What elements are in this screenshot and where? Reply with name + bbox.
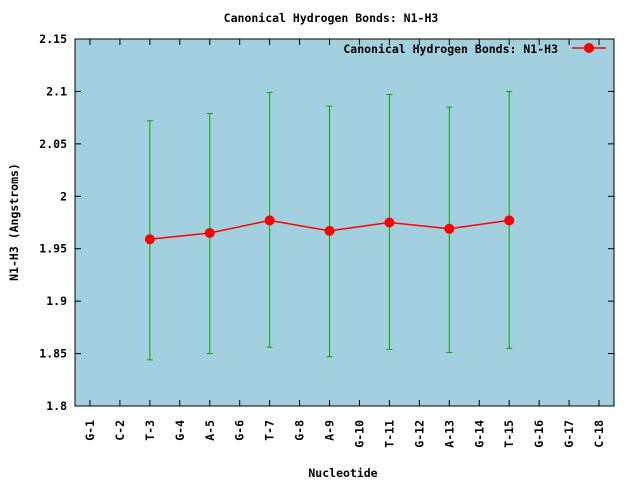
y-tick-label: 1.8 — [46, 399, 67, 413]
data-point — [324, 225, 335, 236]
y-tick-labels: 1.8 1.85 1.9 1.95 2 2.05 2.1 2.15 — [39, 32, 67, 413]
y-tick-label: 1.85 — [39, 347, 67, 361]
x-tick-label: C-18 — [592, 420, 606, 448]
x-tick-label: C-2 — [113, 420, 127, 441]
data-point — [444, 223, 455, 234]
x-tick-label: T-7 — [263, 420, 277, 441]
y-tick-label: 2.15 — [39, 32, 67, 46]
x-tick-labels: G-1 C-2 T-3 G-4 A-5 G-6 T-7 G-8 A-9 G-10 T-11 G-12 A… — [83, 420, 606, 448]
x-tick-label: G-10 — [352, 420, 366, 448]
data-point — [384, 217, 395, 228]
x-tick-label: G-4 — [173, 420, 187, 441]
y-axis-label: N1-H3 (Angstroms) — [7, 163, 21, 281]
x-tick-label: G-8 — [293, 420, 307, 441]
x-tick-label: T-11 — [382, 420, 396, 448]
data-point — [264, 215, 275, 226]
data-points — [144, 215, 515, 245]
legend: Canonical Hydrogen Bonds: N1-H3 — [343, 42, 606, 56]
plot-area — [74, 38, 615, 407]
x-axis-label: Nucleotide — [308, 466, 377, 480]
x-tick-label: G-17 — [562, 420, 576, 448]
x-tick-label: T-15 — [502, 420, 516, 448]
y-tick-label: 1.9 — [46, 294, 67, 308]
x-tick-label: G-14 — [472, 420, 486, 448]
chart-title: Canonical Hydrogen Bonds: N1-H3 — [224, 11, 439, 25]
x-tick-label: G-6 — [233, 420, 247, 441]
y-tick-label: 2.05 — [39, 137, 67, 151]
y-tick-label: 2 — [60, 189, 67, 203]
legend-label: Canonical Hydrogen Bonds: N1-H3 — [343, 42, 558, 56]
y-tick-label: 2.1 — [46, 84, 67, 98]
x-tick-label: T-3 — [143, 420, 157, 441]
data-point — [144, 234, 155, 245]
axis-ticks — [75, 38, 614, 407]
data-point — [504, 215, 515, 226]
y-tick-label: 1.95 — [39, 242, 67, 256]
data-point — [204, 227, 215, 238]
x-tick-label: A-13 — [442, 420, 456, 448]
x-tick-label: G-1 — [83, 420, 97, 441]
x-tick-label: A-9 — [323, 420, 337, 441]
x-tick-label: A-5 — [203, 420, 217, 441]
x-tick-label: G-16 — [532, 420, 546, 448]
x-tick-label: G-12 — [412, 420, 426, 448]
legend-marker — [584, 43, 594, 53]
